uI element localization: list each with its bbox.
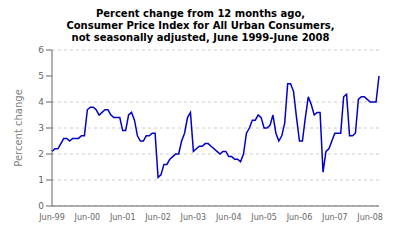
- svg-text:1: 1: [38, 175, 44, 185]
- svg-text:Jun-08: Jun-08: [356, 213, 383, 222]
- svg-text:Jun-05: Jun-05: [250, 213, 277, 222]
- svg-text:4: 4: [38, 97, 44, 107]
- svg-text:Jun-03: Jun-03: [180, 213, 207, 222]
- svg-text:Jun-99: Jun-99: [38, 213, 65, 222]
- svg-text:Jun-02: Jun-02: [144, 213, 171, 222]
- svg-text:5: 5: [38, 71, 44, 81]
- svg-text:Jun-01: Jun-01: [109, 213, 136, 222]
- svg-text:Percent change: Percent change: [13, 89, 24, 167]
- svg-text:Jun-04: Jun-04: [215, 213, 242, 222]
- html-text:Percent change from 12 months: Percent change from 12 months ago, Consu…: [66, 8, 335, 43]
- svg-text:Jun-06: Jun-06: [286, 213, 313, 222]
- svg-text:3: 3: [38, 123, 44, 133]
- svg-text:Jun-07: Jun-07: [321, 213, 348, 222]
- svg-text:2: 2: [38, 149, 44, 159]
- svg-text:0: 0: [38, 201, 44, 211]
- svg-text:6: 6: [38, 45, 44, 55]
- svg-text:Jun-00: Jun-00: [74, 213, 101, 222]
